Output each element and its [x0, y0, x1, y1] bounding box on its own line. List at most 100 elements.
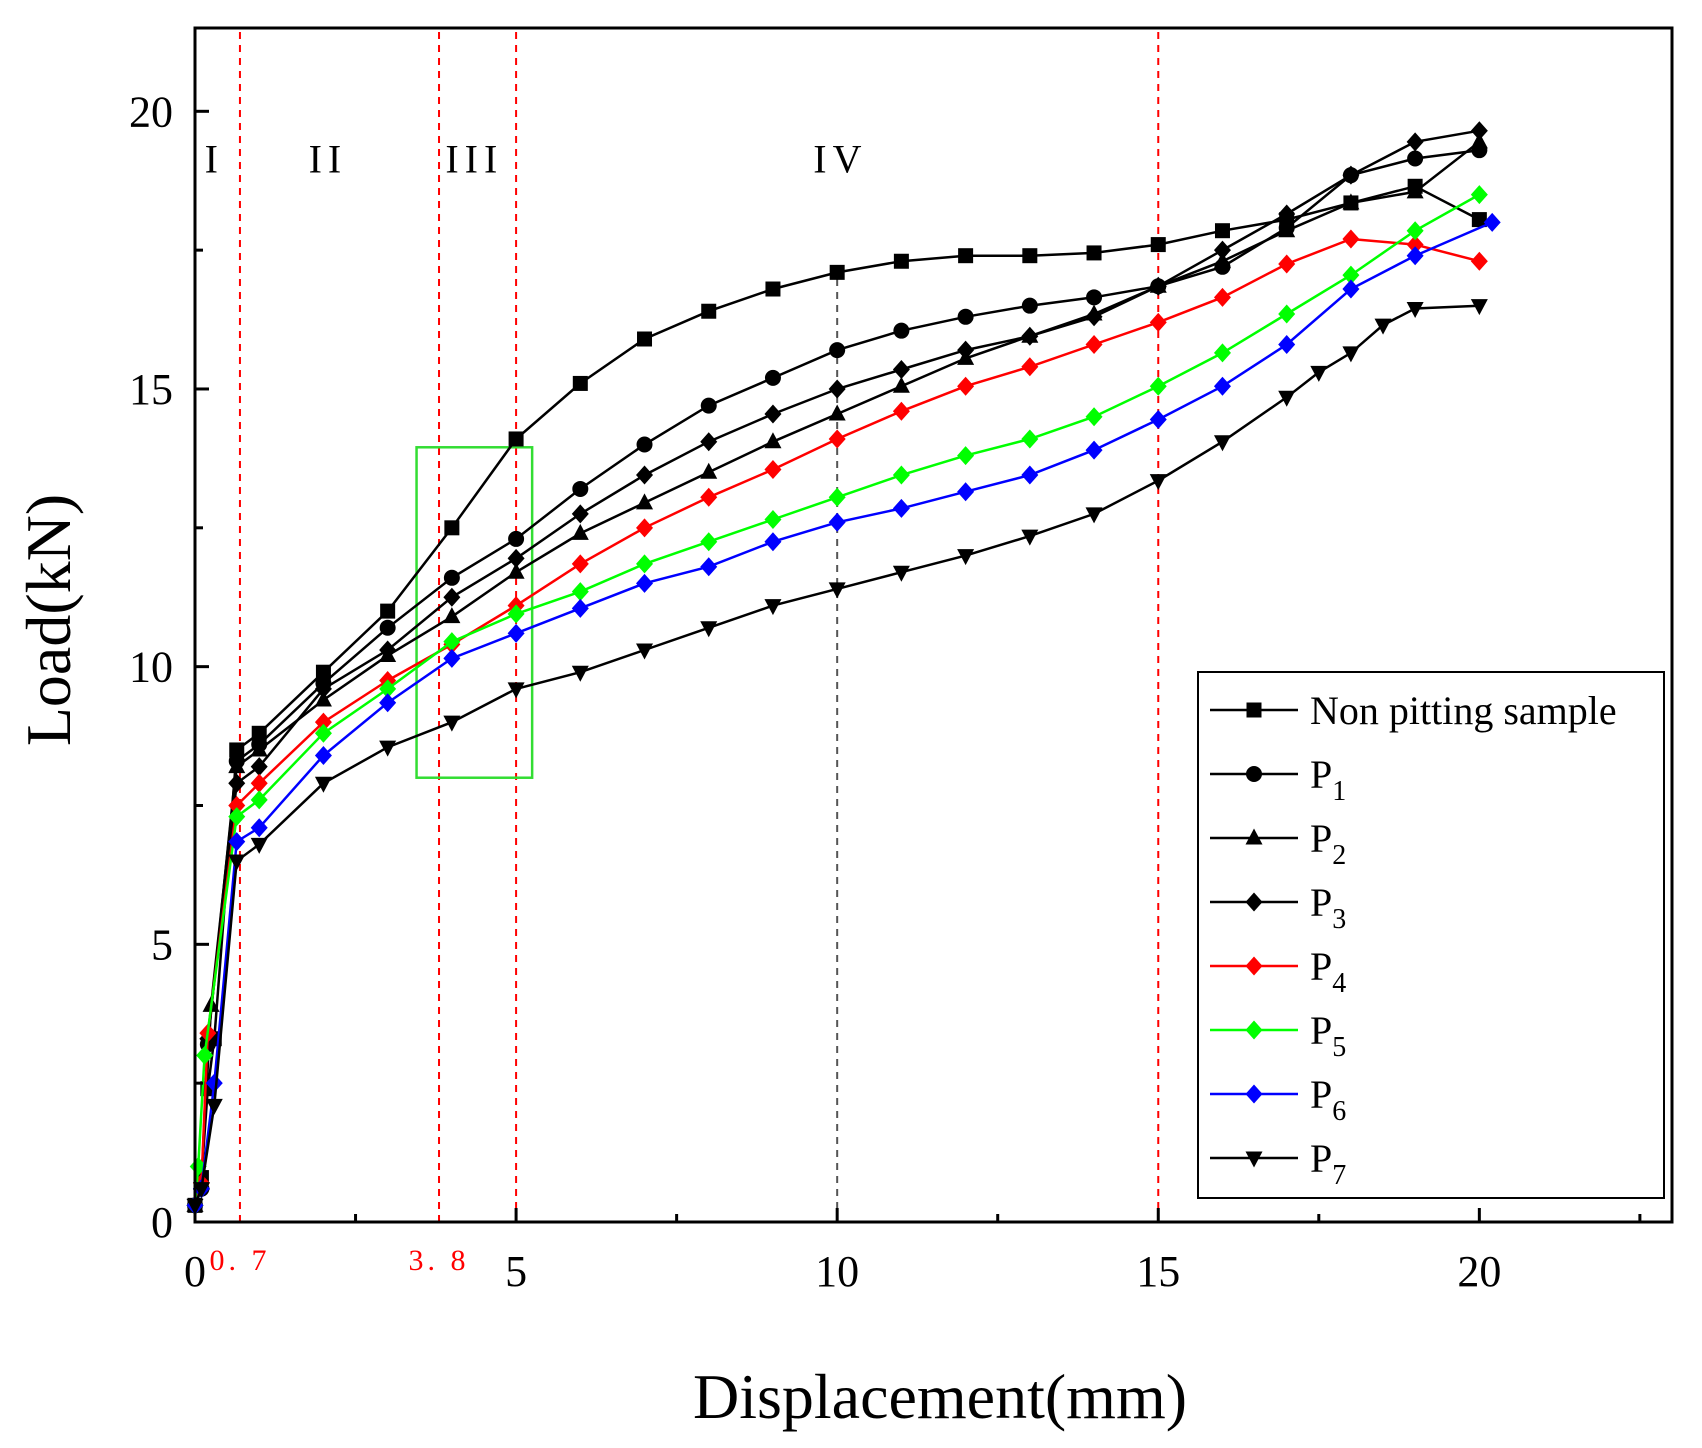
- data-point: [250, 790, 268, 810]
- legend-marker: [1245, 892, 1263, 912]
- data-point: [1213, 376, 1231, 396]
- data-point: [571, 523, 589, 540]
- data-point: [1278, 304, 1296, 324]
- data-point: [700, 557, 718, 577]
- data-point: [829, 264, 845, 280]
- data-point: [379, 679, 397, 699]
- data-point: [250, 837, 268, 854]
- data-point: [1342, 165, 1360, 185]
- data-point: [892, 565, 910, 582]
- data-point: [250, 773, 268, 793]
- data-point: [958, 248, 974, 264]
- data-point: [507, 682, 525, 699]
- data-point: [192, 1182, 210, 1199]
- data-point: [571, 504, 589, 524]
- data-point: [228, 773, 246, 793]
- legend-marker: [1245, 1151, 1263, 1168]
- data-point: [1406, 246, 1424, 266]
- legend-item: P1: [1210, 752, 1346, 807]
- data-point: [636, 465, 654, 485]
- data-point: [957, 549, 975, 566]
- data-point: [228, 854, 246, 871]
- data-point: [314, 776, 332, 793]
- data-point: [443, 715, 461, 732]
- x-tick-label: 15: [1136, 1247, 1180, 1296]
- data-point: [636, 493, 654, 510]
- legend-marker: [1246, 702, 1262, 718]
- reference-line-label: 0. 7: [209, 1244, 270, 1277]
- legend-label-subscript: 3: [1332, 904, 1346, 935]
- data-point: [314, 679, 332, 699]
- data-point: [957, 482, 975, 502]
- data-point: [1407, 150, 1424, 167]
- data-point: [700, 621, 718, 638]
- legend-item: P3: [1210, 880, 1346, 935]
- data-point: [1085, 335, 1103, 355]
- data-point: [314, 723, 332, 743]
- data-point: [571, 665, 589, 682]
- data-point: [1085, 407, 1103, 427]
- data-point: [508, 530, 525, 547]
- data-point: [764, 509, 782, 529]
- data-point: [229, 742, 245, 758]
- data-point: [314, 690, 332, 707]
- legend-label-subscript: 2: [1332, 840, 1346, 871]
- legend-item: P5: [1210, 1008, 1346, 1063]
- data-point: [228, 807, 246, 827]
- data-point: [1470, 185, 1488, 205]
- data-point: [1021, 297, 1038, 314]
- data-point: [1085, 307, 1103, 327]
- legend-label-subscript: 1: [1332, 776, 1346, 807]
- data-point: [1085, 507, 1103, 524]
- data-point: [1471, 212, 1487, 228]
- data-point: [764, 432, 782, 449]
- legend-item: P6: [1210, 1072, 1346, 1127]
- x-tick-label: 20: [1457, 1247, 1501, 1296]
- data-point: [507, 604, 525, 624]
- data-point: [765, 281, 781, 297]
- data-point: [828, 429, 846, 449]
- data-point: [828, 487, 846, 507]
- data-point: [1483, 212, 1501, 232]
- data-point: [1278, 204, 1296, 224]
- data-point: [893, 322, 910, 339]
- data-point: [315, 664, 331, 680]
- data-point: [1149, 410, 1167, 430]
- y-tick-label: 10: [129, 643, 173, 692]
- data-point: [1406, 301, 1424, 318]
- data-point: [700, 532, 718, 552]
- legend-label: P2: [1310, 816, 1346, 871]
- data-point: [957, 308, 974, 325]
- legend-label-base: P: [1310, 944, 1332, 989]
- legend-label: P1: [1310, 752, 1346, 807]
- legend-label: P3: [1310, 880, 1346, 935]
- data-point: [1086, 289, 1103, 306]
- data-point: [1310, 365, 1328, 382]
- data-point: [228, 832, 246, 852]
- data-point: [571, 554, 589, 574]
- data-point: [379, 640, 397, 660]
- legend-marker: [1245, 1084, 1263, 1104]
- data-point: [637, 331, 653, 347]
- data-point: [443, 632, 461, 652]
- legend-label: P6: [1310, 1072, 1346, 1127]
- data-point: [379, 693, 397, 713]
- legend-label-base: P: [1310, 752, 1332, 797]
- region-labels: I II III IV: [205, 136, 862, 181]
- data-point: [1278, 254, 1296, 274]
- data-point: [701, 303, 717, 319]
- data-point: [1149, 276, 1167, 296]
- legend-label-base: P: [1310, 1008, 1332, 1053]
- data-point: [1406, 132, 1424, 152]
- data-point: [957, 340, 975, 360]
- data-point: [1213, 435, 1231, 452]
- data-point: [1213, 343, 1231, 363]
- data-point: [764, 532, 782, 552]
- data-point: [1213, 251, 1231, 268]
- data-point: [828, 379, 846, 399]
- data-point: [1149, 376, 1167, 396]
- data-point: [572, 375, 588, 391]
- data-point: [764, 404, 782, 424]
- data-point: [1021, 326, 1039, 346]
- data-point: [1213, 240, 1231, 260]
